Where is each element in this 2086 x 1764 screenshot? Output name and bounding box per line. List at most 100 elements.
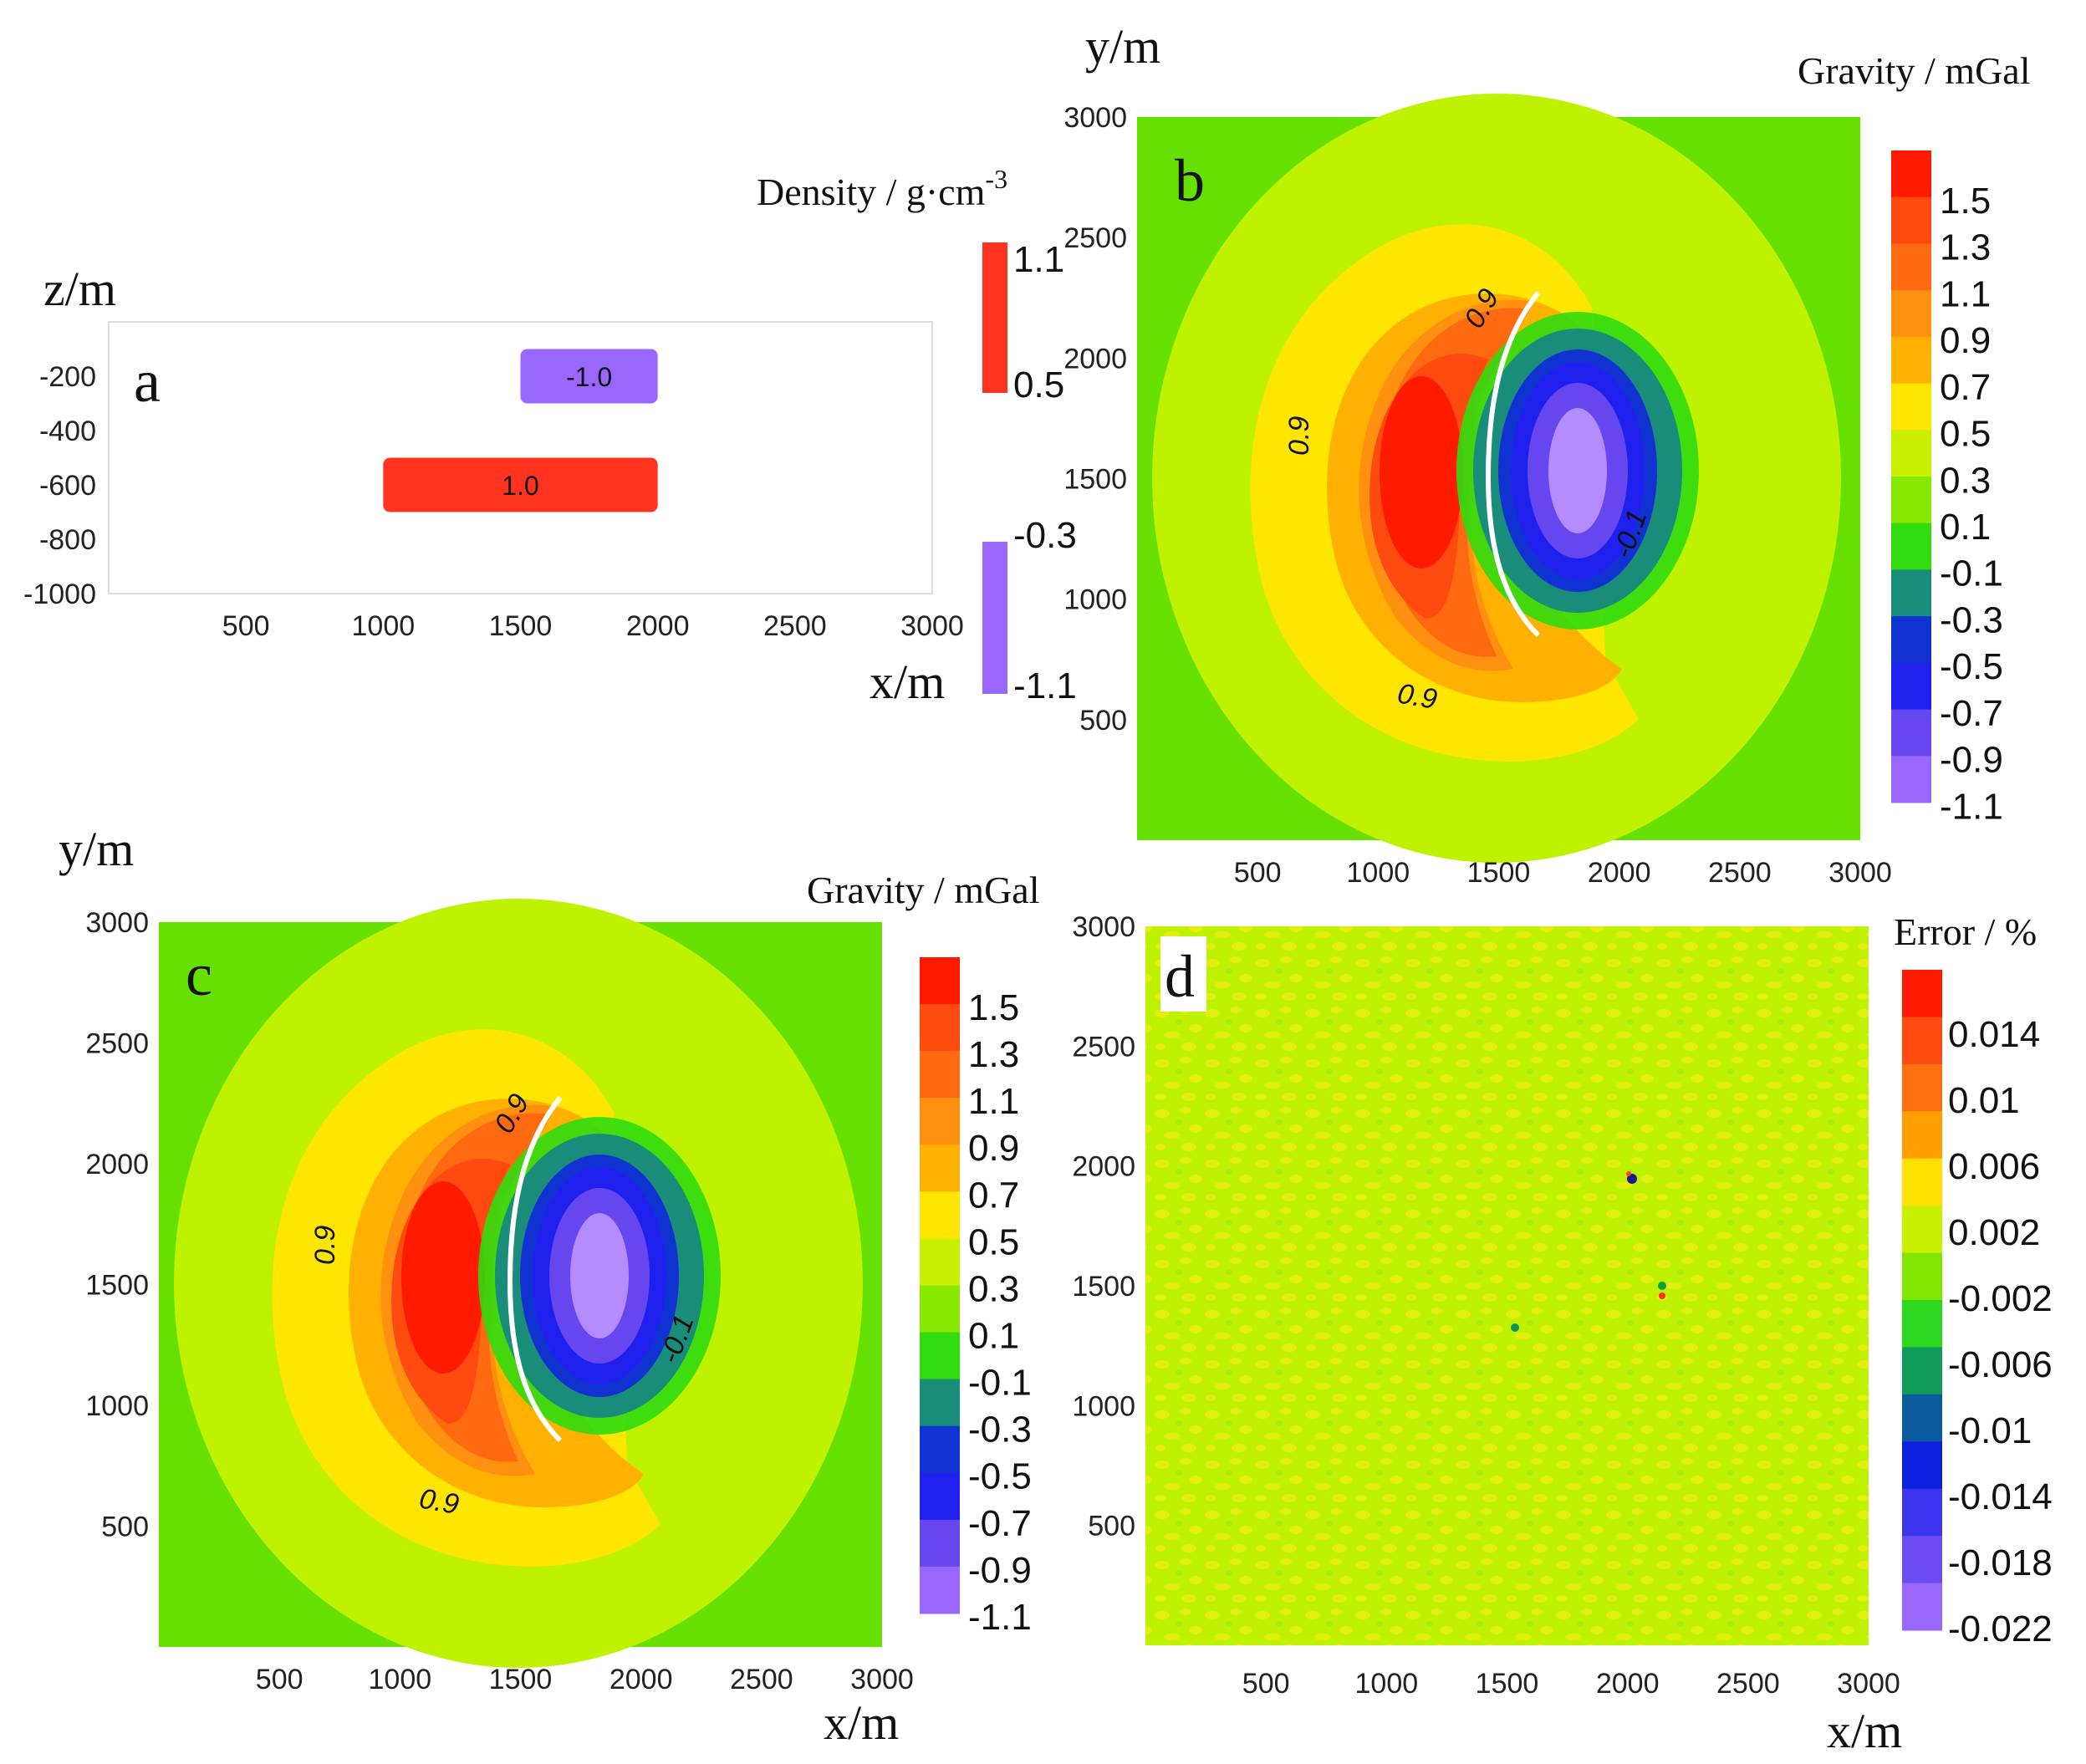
panel-c: 0.9 0.9 0.9 -0.1 c y/m x/m 500 1000 1500 20… — [59, 822, 1040, 1750]
panel-b-colorbar-seg-12 — [1891, 709, 1931, 757]
panel-d-colorbar-seg-11 — [1902, 1488, 1942, 1537]
panel-a-body-label-0: -1.0 — [566, 362, 612, 392]
panel-b-ytick-0: 500 — [1079, 705, 1127, 737]
panel-b-contour-label-2: 0.9 — [1283, 416, 1315, 456]
panel-c-xtick-2: 1500 — [489, 1664, 553, 1695]
panel-c-colorbar-seg-6 — [920, 1238, 960, 1286]
panel-a-colorbar-seg-2 — [982, 542, 1007, 694]
panel-a-ytick-0: -200 — [39, 361, 96, 393]
panel-b-colorbar-seg-10 — [1891, 616, 1931, 664]
panel-b-colorbar-seg-2 — [1891, 243, 1931, 291]
panel-b-colorbar-seg-3 — [1891, 290, 1931, 338]
panel-d-colorbar-seg-3 — [1902, 1111, 1942, 1160]
panel-c-colorbar-seg-4 — [920, 1145, 960, 1192]
panel-b-colorbar-tick-4: 0.7 — [1940, 367, 1991, 408]
panel-b-xtick-1: 1000 — [1347, 857, 1410, 889]
panel-a-body-0 — [520, 349, 658, 404]
panel-c-ytick-3: 2000 — [85, 1149, 149, 1180]
panel-d-label: d — [1165, 943, 1195, 1010]
panel-d-ytick-3: 2000 — [1072, 1151, 1135, 1183]
panel-a-xtick-0: 500 — [222, 610, 270, 642]
panel-c-colorbar-seg-5 — [920, 1191, 960, 1239]
panel-c-colorbar-tick-12: -0.9 — [968, 1550, 1032, 1591]
panel-d-colorbar-seg-4 — [1902, 1158, 1942, 1206]
panel-a-ytick-3: -800 — [39, 524, 96, 556]
panel-d-ytick-4: 2500 — [1072, 1031, 1135, 1063]
panel-c-xlabel: x/m — [824, 1695, 899, 1750]
panel-b-colorbar-seg-5 — [1891, 383, 1931, 431]
panel-c-colorbar-title: Gravity / mGal — [807, 869, 1040, 911]
panel-b-colorbar-tick-6: 0.3 — [1940, 460, 1991, 501]
panel-d-outlier-2 — [1626, 1171, 1631, 1176]
panel-d-xtick-3: 2000 — [1596, 1668, 1660, 1700]
panel-a-colorbar-tick-2: -0.3 — [1013, 515, 1077, 556]
panel-d-xlabel: x/m — [1827, 1704, 1902, 1758]
panel-b-colorbar-seg-1 — [1891, 196, 1931, 244]
panel-c-ytick-1: 1000 — [85, 1390, 149, 1422]
panel-d-colorbar-tick-3: 0.002 — [1948, 1212, 2040, 1253]
panel-b-colorbar-tick-2: 1.1 — [1940, 273, 1991, 314]
panel-b-label: b — [1175, 147, 1205, 214]
panel-b-colorbar-tick-12: -0.9 — [1940, 740, 2003, 781]
panel-c-colorbar-tick-8: -0.1 — [968, 1363, 1032, 1404]
panel-c-colorbar-seg-10 — [920, 1425, 960, 1474]
panel-c-xtick-3: 2000 — [609, 1664, 673, 1695]
panel-b-xtick-0: 500 — [1234, 857, 1282, 889]
panel-b-colorbar-seg-13 — [1891, 756, 1931, 803]
panel-c-colorbar-seg-0 — [920, 957, 960, 1005]
panel-b-colorbar-seg-8 — [1891, 523, 1931, 570]
panel-a-colorbar-tick-3: -1.1 — [1013, 665, 1077, 706]
panel-d-ytick-2: 1500 — [1072, 1271, 1135, 1303]
panel-b-xtick-3: 2000 — [1588, 857, 1651, 889]
panel-d: d x/m 500 1000 1500 2000 2500 3000 500 1000 150… — [1072, 910, 2052, 1758]
panel-a-xtick-4: 2500 — [763, 610, 827, 642]
panel-c-contour-label-3: 0.9 — [417, 1482, 462, 1521]
panel-a-ytick-4: -1000 — [23, 579, 96, 610]
panel-b-ytick-1: 1000 — [1063, 584, 1127, 616]
panel-b-ytick-3: 2000 — [1063, 343, 1127, 375]
panel-d-xtick-4: 2500 — [1716, 1668, 1780, 1700]
panel-c-colorbar-tick-7: 0.1 — [968, 1316, 1019, 1357]
panel-c-xtick-4: 2500 — [730, 1664, 793, 1695]
panel-c-colorbar-tick-10: -0.5 — [968, 1456, 1032, 1497]
panel-a-ylabel: z/m — [43, 262, 116, 316]
panel-a-xtick-1: 1000 — [352, 610, 416, 642]
panel-d-colorbar-tick-6: -0.01 — [1948, 1410, 2032, 1451]
panel-b-colorbar-tick-7: 0.1 — [1940, 507, 1991, 548]
panel-d-colorbar-tick-1: 0.01 — [1948, 1080, 2020, 1121]
panel-d-colorbar-tick-7: -0.014 — [1948, 1476, 2053, 1517]
panel-b-ytick-5: 3000 — [1063, 102, 1127, 134]
panel-b-colorbar-tick-10: -0.5 — [1940, 646, 2003, 687]
panel-b-contour-label-3: 0.9 — [1395, 677, 1440, 716]
panel-b-ytick-2: 1500 — [1063, 464, 1127, 496]
panel-b-xtick-4: 2500 — [1708, 857, 1772, 889]
panel-a-xlabel: x/m — [870, 655, 945, 709]
panel-c-colorbar-tick-5: 0.5 — [968, 1221, 1019, 1262]
panel-d-colorbar-seg-6 — [1902, 1252, 1942, 1301]
panel-a-xtick-2: 1500 — [489, 610, 553, 642]
panel-a-colorbar-tick-1: 0.5 — [1013, 365, 1064, 405]
panel-c-contour-label-2: 0.9 — [309, 1226, 341, 1265]
panel-c-colorbar-tick-13: -1.1 — [968, 1597, 1032, 1638]
panel-d-colorbar-seg-10 — [1902, 1441, 1942, 1490]
panel-c-xtick-1: 1000 — [369, 1664, 432, 1695]
panel-c-colorbar-seg-9 — [920, 1379, 960, 1427]
panel-a-body-label-1: 1.0 — [502, 471, 538, 501]
panel-d-outlier-1 — [1627, 1174, 1637, 1184]
panel-a-colorbar-seg-0 — [982, 242, 1007, 393]
panel-b-colorbar-seg-0 — [1891, 150, 1931, 198]
panel-a: -1.0 1.0 a z/m x/m 500 1000 1500 2000 2500 300… — [23, 164, 1077, 709]
panel-d-colorbar-seg-2 — [1902, 1063, 1942, 1112]
panel-c-colorbar-tick-1: 1.3 — [968, 1034, 1019, 1075]
panel-d-colorbar-seg-8 — [1902, 1347, 1942, 1395]
panel-c-colorbar-seg-12 — [920, 1519, 960, 1568]
panel-d-colorbar-seg-7 — [1902, 1300, 1942, 1348]
panel-a-colorbar-seg-1 — [982, 393, 1007, 542]
panel-d-noise-field — [1145, 926, 1869, 1645]
panel-d-colorbar-tick-8: -0.018 — [1948, 1542, 2053, 1583]
panel-a-xtick-3: 2000 — [626, 610, 690, 642]
panel-a-ytick-1: -400 — [39, 416, 96, 447]
panel-d-colorbar-seg-12 — [1902, 1536, 1942, 1584]
panel-b-xtick-5: 3000 — [1828, 857, 1892, 889]
panel-b-colorbar-seg-11 — [1891, 662, 1931, 711]
